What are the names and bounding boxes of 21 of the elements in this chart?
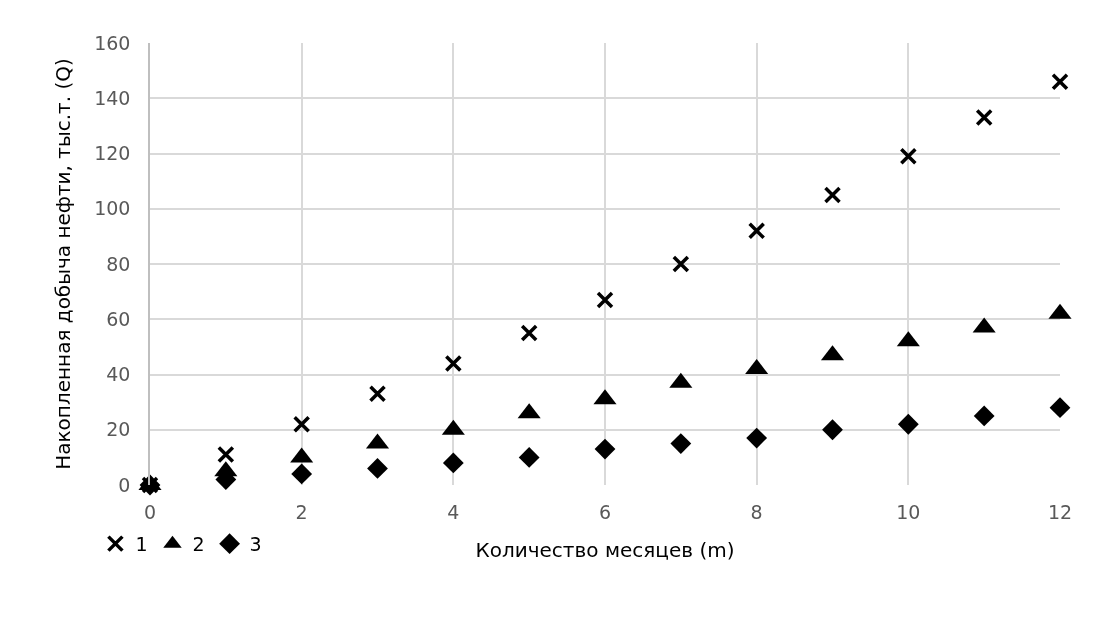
legend-label: 1 <box>135 533 148 556</box>
y-tick-label: 20 <box>106 418 131 441</box>
legend-label: 3 <box>249 533 262 556</box>
y-tick-label: 140 <box>94 86 131 109</box>
x-tick-label: 4 <box>447 501 460 523</box>
y-axis-title: Накопленная добыча нефти, тыс.т. (Q) <box>51 58 76 470</box>
x-tick-label: 12 <box>1047 501 1073 523</box>
legend-label: 2 <box>192 533 205 556</box>
x-tick-label: 0 <box>143 501 157 523</box>
y-tick-label: 40 <box>106 363 131 386</box>
y-tick-label: 60 <box>106 307 131 330</box>
x-tick-label: 10 <box>896 501 921 523</box>
x-tick-label: 2 <box>295 501 308 523</box>
y-tick-label: 120 <box>94 142 131 165</box>
y-tick-label: 0 <box>118 473 131 496</box>
y-tick-label: 100 <box>94 197 131 220</box>
x-tick-label: 6 <box>598 501 612 523</box>
y-tick-label: 80 <box>106 252 131 275</box>
y-tick-label: 160 <box>94 31 131 54</box>
x-tick-label: 8 <box>750 501 763 523</box>
x-axis-title: Количество месяцев (m) <box>475 537 735 562</box>
